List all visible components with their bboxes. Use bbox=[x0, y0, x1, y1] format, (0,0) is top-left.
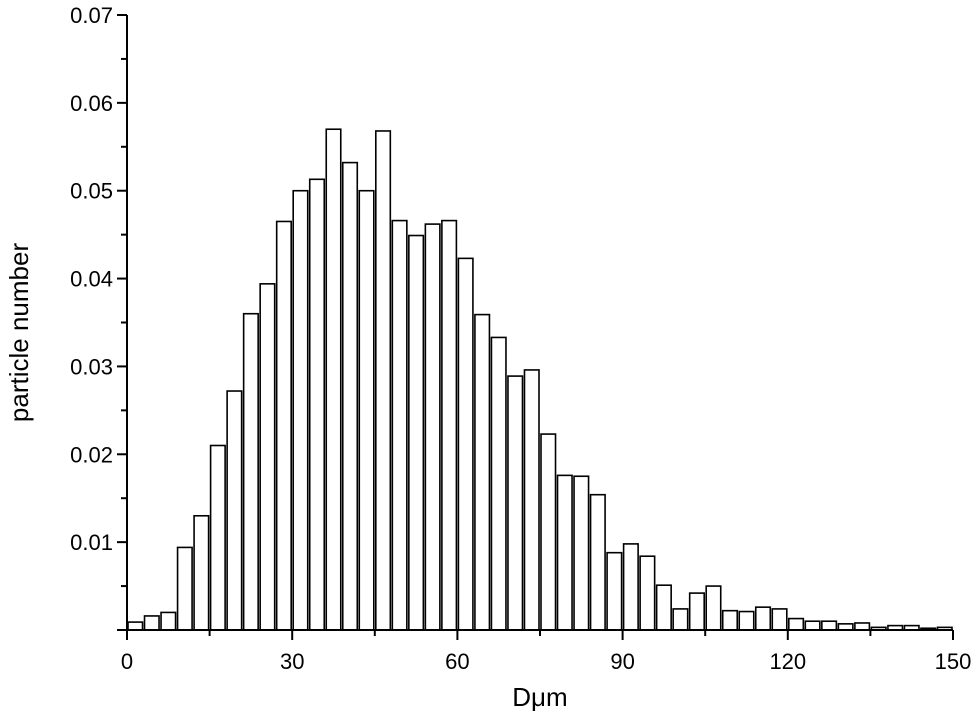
bar bbox=[160, 611, 177, 631]
bar bbox=[391, 219, 408, 631]
bar bbox=[573, 475, 590, 631]
bar bbox=[672, 608, 689, 631]
bar bbox=[771, 608, 788, 631]
bar bbox=[655, 584, 672, 631]
bar bbox=[143, 615, 160, 631]
bar bbox=[523, 369, 540, 631]
bar bbox=[540, 433, 557, 631]
bar bbox=[738, 610, 755, 631]
bar bbox=[622, 543, 639, 631]
bar bbox=[787, 617, 805, 631]
x-tick-label: 120 bbox=[769, 649, 806, 674]
bar bbox=[457, 257, 474, 631]
bar bbox=[754, 606, 772, 631]
bar bbox=[688, 592, 705, 631]
bar bbox=[441, 219, 458, 631]
x-tick-label: 30 bbox=[280, 649, 304, 674]
bar bbox=[242, 312, 259, 631]
y-tick-label: 0.05 bbox=[70, 179, 113, 204]
y-tick-label: 0.03 bbox=[70, 354, 113, 379]
x-tick-label: 90 bbox=[610, 649, 634, 674]
bar bbox=[424, 223, 441, 631]
x-axis-title: Dμm bbox=[512, 682, 567, 712]
y-tick-label: 0.07 bbox=[70, 3, 113, 28]
y-tick-label: 0.02 bbox=[70, 442, 113, 467]
bar bbox=[705, 585, 722, 631]
x-tick-label: 150 bbox=[935, 649, 972, 674]
bar bbox=[821, 620, 838, 631]
bar bbox=[804, 620, 821, 631]
bar bbox=[474, 313, 491, 631]
bar bbox=[341, 161, 359, 631]
bar bbox=[490, 336, 507, 631]
y-axis-title: particle number bbox=[4, 243, 34, 423]
bar bbox=[176, 546, 193, 631]
bar bbox=[556, 474, 573, 631]
bar bbox=[127, 621, 144, 631]
bar bbox=[374, 130, 392, 631]
y-ticks: 0.01 0.02 0.03 0.04 0.05 0.06 0.07 bbox=[70, 3, 127, 631]
bar bbox=[854, 622, 871, 631]
bar bbox=[226, 390, 243, 631]
y-tick-label: 0.06 bbox=[70, 91, 113, 116]
bar bbox=[259, 283, 276, 631]
bar bbox=[209, 444, 226, 631]
x-tick-label: 60 bbox=[445, 649, 469, 674]
y-tick-label: 0.01 bbox=[70, 530, 113, 555]
bar bbox=[639, 555, 656, 631]
bar bbox=[408, 234, 425, 631]
bars-group bbox=[127, 128, 953, 631]
bar bbox=[606, 551, 623, 631]
bar bbox=[292, 189, 309, 631]
bar bbox=[193, 514, 210, 631]
x-ticks: 0 30 60 90 120 150 bbox=[121, 630, 971, 674]
bar bbox=[325, 128, 342, 631]
bar bbox=[507, 375, 524, 631]
bar bbox=[589, 493, 606, 631]
bar bbox=[275, 220, 292, 631]
bar bbox=[358, 189, 375, 631]
y-tick-label: 0.04 bbox=[70, 267, 113, 292]
x-tick-label: 0 bbox=[121, 649, 133, 674]
bar bbox=[721, 609, 739, 631]
bar bbox=[308, 178, 326, 631]
